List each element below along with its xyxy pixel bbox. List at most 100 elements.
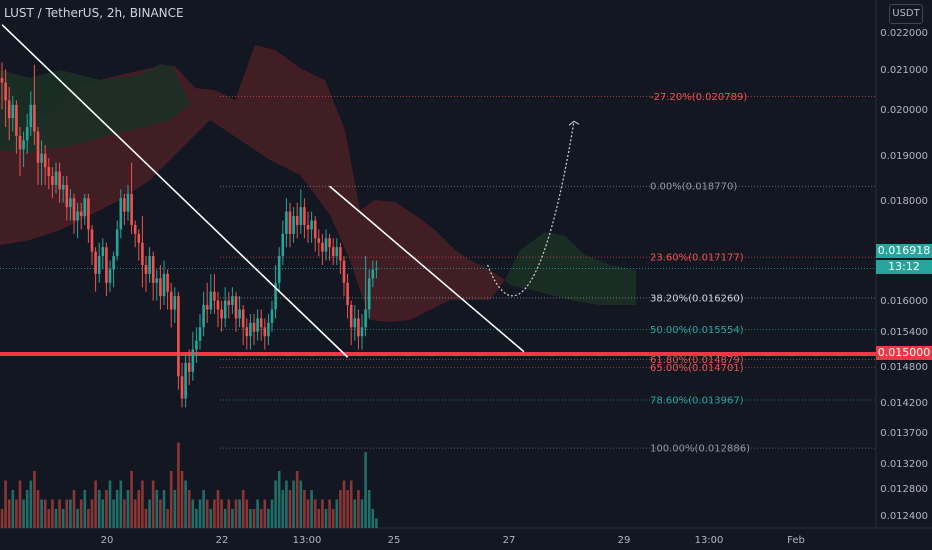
- volume-bar: [216, 490, 220, 528]
- volume-bar: [141, 480, 144, 528]
- volume-bar: [317, 509, 321, 528]
- volume-bar: [238, 499, 241, 528]
- candle-body: [101, 247, 105, 257]
- candle-body: [166, 273, 169, 292]
- volume-bar: [18, 480, 22, 528]
- volume-bar: [97, 490, 101, 528]
- y-tick-label: 0.021000: [880, 65, 928, 76]
- x-tick-label: 22: [216, 535, 229, 546]
- candle-body: [144, 265, 148, 274]
- candle-body: [281, 233, 285, 257]
- candle-body: [299, 207, 303, 225]
- currency-button[interactable]: USDT: [889, 4, 923, 24]
- x-tick-label: 13:00: [293, 535, 322, 546]
- volume-bar: [281, 490, 285, 528]
- candle-body: [263, 327, 267, 337]
- candle-body: [22, 140, 25, 150]
- candle-body: [18, 135, 22, 150]
- volume-bar: [339, 490, 342, 528]
- candle-body: [173, 296, 177, 310]
- volume-bar: [180, 471, 184, 528]
- volume-bar: [357, 490, 360, 528]
- candle-body: [241, 309, 245, 328]
- candle-body: [202, 305, 205, 328]
- volume-bar: [87, 509, 90, 528]
- support-price-tag: 0.015000: [876, 346, 932, 360]
- volume-bar: [155, 490, 159, 528]
- candle-body: [105, 247, 108, 283]
- fib-level-label: -27.20%(0.020789): [650, 92, 747, 103]
- volume-bar: [69, 499, 72, 528]
- candle-body: [15, 104, 18, 136]
- candle-body: [58, 171, 61, 190]
- volume-bar: [241, 490, 245, 528]
- candle-body: [7, 100, 11, 119]
- volume-bar: [47, 509, 51, 528]
- volume-bar: [259, 509, 263, 528]
- y-tick-label: 0.022000: [880, 28, 928, 39]
- fib-level-label: 61.80%(0.014879): [650, 355, 744, 366]
- volume-bar: [162, 490, 166, 528]
- y-tick-label: 0.013700: [880, 428, 928, 439]
- candle-body: [371, 269, 375, 279]
- volume-bar: [94, 480, 97, 528]
- volume-bar: [346, 490, 349, 528]
- volume-bar: [198, 499, 202, 528]
- volume-bar: [61, 509, 65, 528]
- candle-body: [169, 291, 173, 310]
- y-tick-label: 0.020000: [880, 105, 928, 116]
- candle-body: [288, 211, 292, 234]
- countdown-tag: 13:12: [876, 260, 932, 274]
- candle-body: [227, 300, 231, 306]
- volume-bar: [108, 480, 112, 528]
- candle-body: [245, 327, 249, 337]
- candle-body: [11, 104, 15, 119]
- candle-body: [148, 256, 151, 274]
- volume-bar: [331, 509, 335, 528]
- volume-bar: [166, 509, 169, 528]
- y-tick-label: 0.015400: [880, 327, 928, 338]
- candle-body: [270, 309, 274, 323]
- volume-bar: [105, 490, 108, 528]
- volume-bar: [79, 499, 83, 528]
- candle-body: [137, 233, 141, 243]
- candle-body: [54, 171, 58, 185]
- candle-body: [65, 184, 69, 208]
- volume-bar: [36, 490, 40, 528]
- volume-bar: [234, 499, 238, 528]
- candle-body: [267, 322, 270, 337]
- volume-bar: [177, 442, 180, 528]
- volume-bar: [249, 509, 252, 528]
- candle-body: [277, 256, 281, 283]
- candle-body: [360, 327, 364, 337]
- candle-body: [130, 193, 133, 225]
- candle-body: [198, 327, 202, 341]
- candle-body: [29, 104, 33, 128]
- candle-body: [40, 153, 43, 163]
- volume-bar: [231, 509, 234, 528]
- candle-body: [159, 278, 162, 297]
- volume-bar: [328, 499, 331, 528]
- volume-bar: [299, 480, 303, 528]
- candle-body: [133, 224, 137, 234]
- x-tick-label: 25: [388, 535, 401, 546]
- candle-body: [141, 242, 144, 265]
- trendline: [329, 185, 525, 353]
- volume-bar: [205, 499, 209, 528]
- volume-bar: [295, 471, 299, 528]
- price-axis-panel: [876, 0, 932, 550]
- volume-bar: [29, 480, 33, 528]
- volume-bar: [133, 499, 137, 528]
- candle-body: [274, 282, 277, 310]
- fib-level-label: 23.60%(0.017177): [650, 253, 744, 264]
- candle-body: [177, 296, 180, 377]
- volume-bar: [285, 480, 288, 528]
- candle-body: [126, 193, 130, 212]
- volume-bar: [22, 499, 25, 528]
- trendline: [1, 24, 349, 358]
- volume-bar: [90, 499, 94, 528]
- candle-body: [357, 318, 360, 337]
- volume-bar: [112, 499, 115, 528]
- volume-bar: [4, 480, 7, 528]
